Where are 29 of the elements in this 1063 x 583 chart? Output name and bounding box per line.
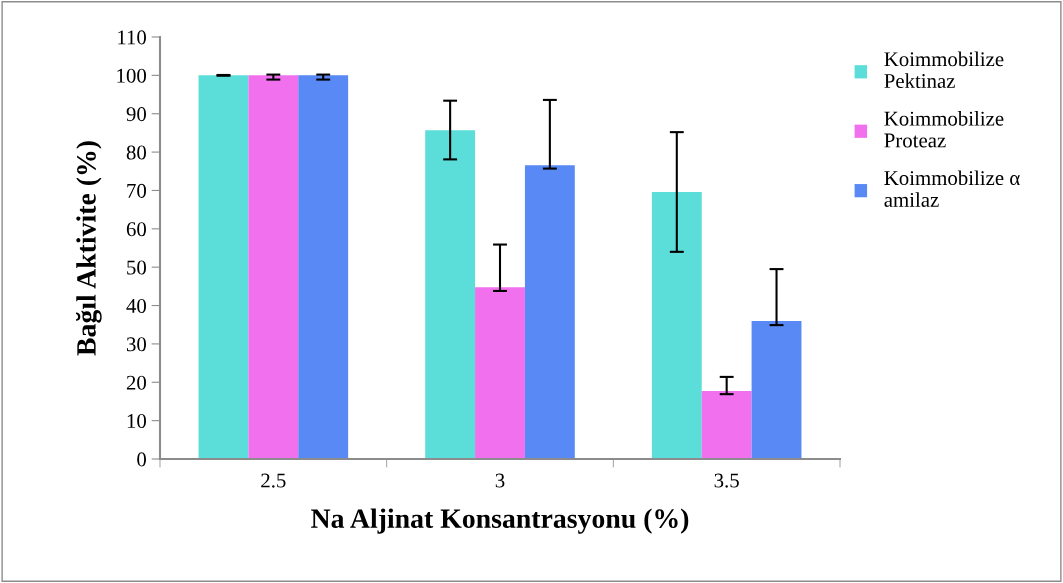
legend-label: Koimmobilize Pektinaz (884, 51, 1004, 89)
bar (198, 75, 249, 459)
y-tick-label: 30 (126, 337, 147, 352)
x-axis-title: Na Aljinat Konsantrasyonu (%) (311, 508, 689, 534)
bar (475, 287, 525, 459)
bar (425, 130, 476, 459)
bar (248, 75, 299, 459)
legend-label: Koimmobilize Proteaz (884, 111, 1004, 148)
y-tick-label: 70 (127, 183, 147, 198)
y-tick-label: 20 (126, 375, 147, 390)
x-tick-label: 3 (495, 473, 505, 488)
x-tick-label: 2.5 (261, 473, 286, 488)
y-tick-label: 80 (126, 145, 147, 160)
y-tick-label: 50 (127, 260, 147, 275)
x-tick-label: 3.5 (714, 473, 739, 488)
y-axis-title: Bağıl Aktivite (%) (75, 141, 102, 356)
y-tick-label: 0 (137, 452, 147, 467)
bar (524, 165, 575, 459)
y-tick-label: 60 (126, 222, 147, 237)
bar (751, 320, 802, 459)
y-tick-label: 90 (126, 107, 147, 122)
y-tick-label: 110 (118, 30, 147, 45)
y-tick-label: 100 (117, 68, 147, 83)
y-tick-label: 40 (126, 298, 147, 313)
bar (298, 75, 349, 459)
bar (701, 391, 752, 459)
y-tick-label: 10 (127, 414, 147, 429)
legend-label: Koimmobilize α amilaz (884, 170, 1020, 207)
bar (651, 191, 702, 459)
